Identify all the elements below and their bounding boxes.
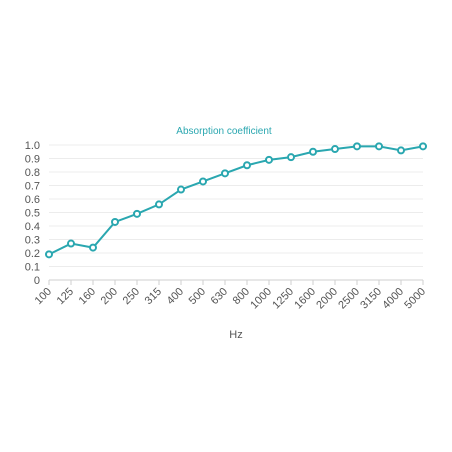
x-axis-title: Hz: [229, 329, 242, 341]
data-point[interactable]: [397, 146, 405, 155]
data-point[interactable]: [265, 155, 273, 164]
data-point[interactable]: [155, 200, 163, 209]
y-tick-label: 0.4: [25, 221, 40, 233]
y-tick-label: 0.6: [25, 194, 40, 206]
data-point[interactable]: [331, 145, 339, 154]
y-tick-label: 0.7: [25, 181, 40, 193]
data-point[interactable]: [133, 209, 141, 218]
x-tick-label: 2500: [336, 286, 362, 312]
y-tick-label: 0.5: [25, 208, 40, 220]
x-tick-label: 5000: [402, 286, 428, 312]
x-tick-label: 3150: [358, 286, 384, 312]
data-point[interactable]: [111, 217, 119, 226]
x-tick-label: 500: [187, 286, 208, 307]
x-tick-label: 2000: [314, 286, 340, 312]
data-point[interactable]: [309, 147, 317, 156]
x-tick-label: 1250: [270, 286, 296, 312]
y-tick-label: 1.0: [25, 140, 40, 152]
data-point[interactable]: [67, 239, 75, 248]
x-tick-label: 400: [165, 286, 186, 307]
series-layer: [45, 142, 427, 259]
y-tick-label: 0.2: [25, 248, 40, 260]
y-tick-label: 0.9: [25, 154, 40, 166]
x-tick-label: 1000: [248, 286, 274, 312]
x-tick-label: 200: [99, 286, 120, 307]
x-tick-label: 100: [33, 286, 54, 307]
data-point[interactable]: [375, 142, 383, 151]
data-point[interactable]: [89, 243, 97, 252]
x-tick-label: 630: [209, 286, 230, 307]
data-point[interactable]: [353, 142, 361, 151]
y-tick-labels: 00.1 0.20.3 0.40.5 0.60.7 0.80.9 1.0: [25, 140, 40, 287]
x-tick-labels: 100 125 160 200 250 315 400 500 630 8001000125016…: [33, 286, 428, 312]
series-line: [48, 145, 424, 256]
data-point[interactable]: [221, 169, 229, 178]
grid-layer: [49, 144, 423, 267]
x-tick-label: 250: [121, 286, 142, 307]
data-point[interactable]: [199, 177, 207, 186]
y-tick-label: 0.3: [25, 235, 40, 247]
data-point[interactable]: [419, 142, 427, 151]
data-point[interactable]: [243, 161, 251, 170]
x-tick-label: 1600: [292, 286, 318, 312]
chart-title: Absorption coefficient: [176, 126, 272, 137]
x-tick-label: 125: [55, 286, 76, 307]
data-point[interactable]: [45, 250, 53, 259]
data-point[interactable]: [177, 185, 185, 194]
x-tick-label: 160: [77, 286, 98, 307]
y-tick-label: 0.1: [25, 262, 40, 274]
x-tick-label: 4000: [380, 286, 406, 312]
data-point[interactable]: [287, 153, 295, 162]
x-tick-label: 315: [143, 286, 164, 307]
y-tick-label: 0: [34, 275, 40, 287]
y-tick-label: 0.8: [25, 167, 40, 179]
axis-layer: [48, 279, 424, 285]
